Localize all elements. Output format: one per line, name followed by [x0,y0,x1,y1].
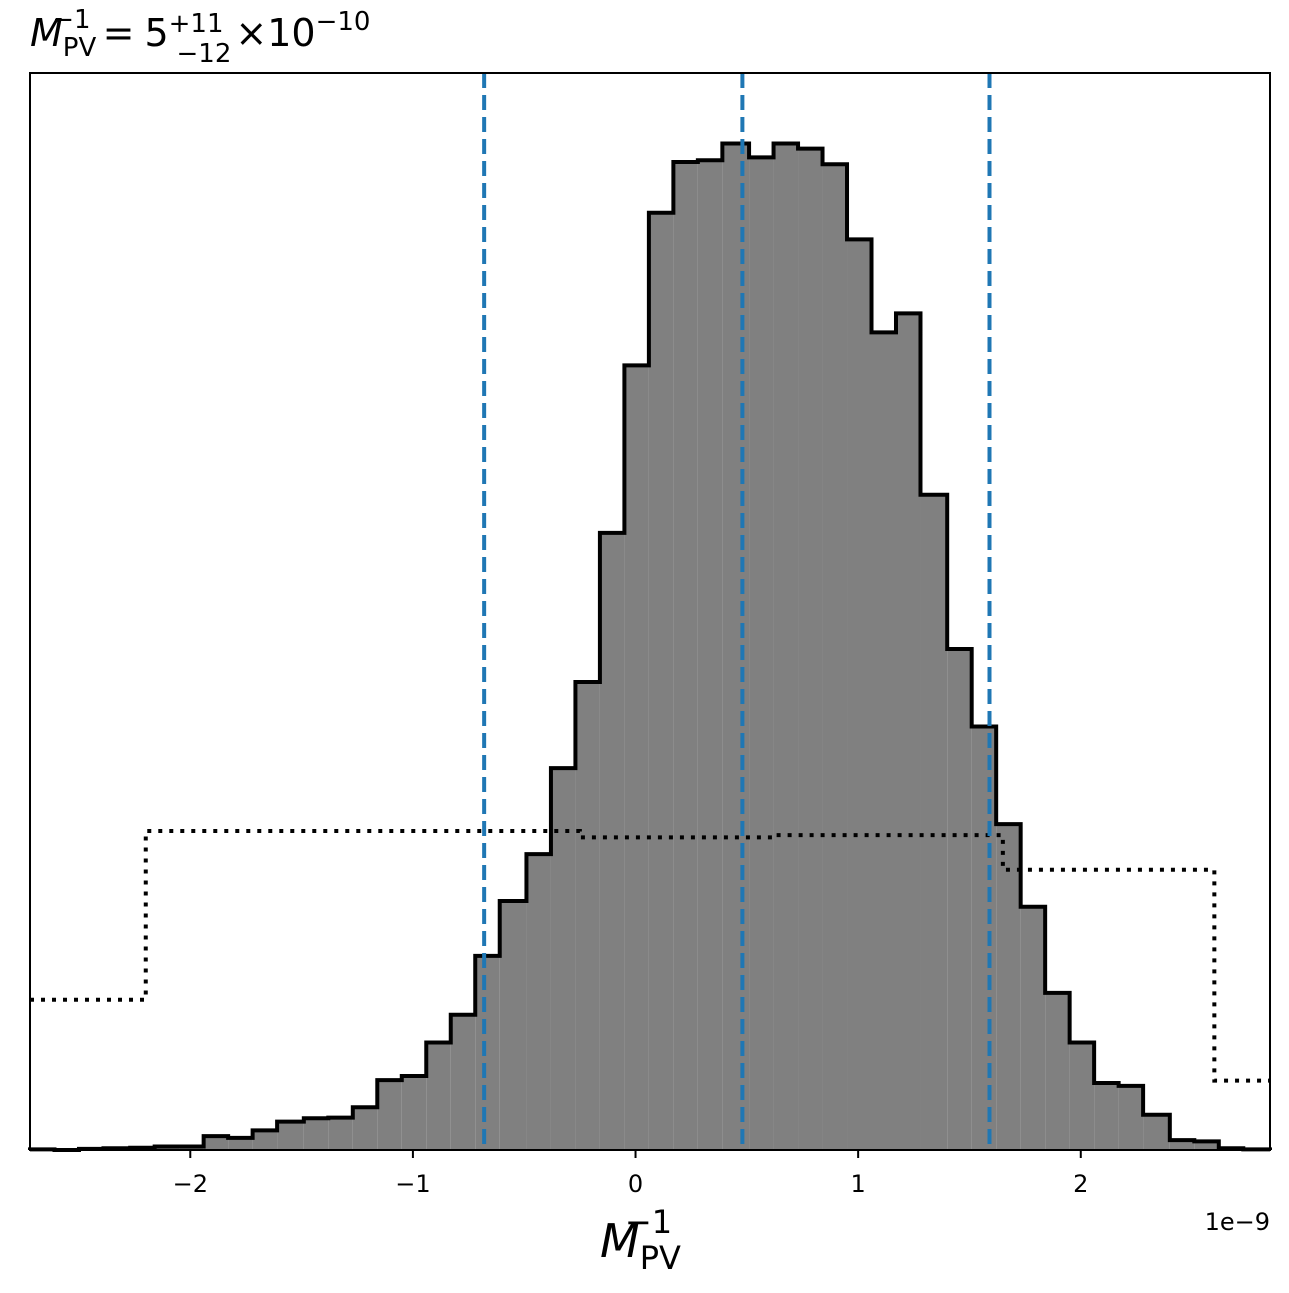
title-err-plus: +11 [169,9,224,39]
x-axis-ticks: −2 −1 0 1 2 [173,1150,1088,1198]
title-var: M [30,11,63,55]
posterior-bar [773,143,799,1150]
posterior-bar [575,681,600,1150]
posterior-bar [475,955,500,1150]
posterior-bar [847,239,872,1150]
posterior-bar [673,161,698,1150]
posterior-bar [303,1118,329,1150]
x-tick-label: 2 [1073,1170,1088,1198]
posterior-bar [996,824,1021,1150]
axes-frame [29,72,1271,1151]
posterior-bar [550,768,576,1150]
x-tick-label: −2 [173,1170,208,1198]
posterior-bar [798,148,823,1151]
title-times: × [235,11,267,55]
title-value: 5 [144,11,168,55]
posterior-bar [648,212,674,1151]
posterior-bars [30,143,1270,1151]
posterior-bar [599,532,625,1150]
posterior-bar [624,365,649,1151]
posterior-bar [749,157,774,1151]
title-exp: −10 [316,7,371,37]
posterior-bar [722,143,750,1150]
posterior-bar [920,494,948,1150]
title-eq: = [103,11,135,55]
xlabel-var: M [600,1214,640,1268]
posterior-bar [1143,1114,1170,1150]
posterior-bar [352,1107,378,1150]
posterior-step-outline [28,141,1272,1152]
title-err-minus: −12 [177,39,232,69]
x-offset-label: 1e−9 [1205,1208,1270,1236]
posterior-bar [499,900,527,1150]
posterior-bar [1069,1042,1095,1150]
posterior-bar [871,332,896,1150]
x-tick-label: −1 [395,1170,430,1198]
posterior-bar [1194,1141,1219,1150]
x-tick-label: 0 [628,1170,643,1198]
posterior-bar [203,1136,229,1150]
posterior-bar [822,164,848,1151]
posterior-bar [228,1137,253,1150]
title-var-sub: PV [63,33,97,63]
posterior-bar [277,1121,304,1150]
title-base: 10 [267,11,315,55]
posterior-bar [895,313,921,1150]
chart-title: MPV−1 = 5+11 −12 ×10−10 [30,5,370,69]
posterior-bar [450,1014,476,1150]
posterior-bar [377,1080,402,1150]
posterior-bar [328,1117,353,1150]
posterior-bar [401,1076,427,1150]
posterior-bar [252,1130,278,1150]
prior-step-line [30,829,1270,1083]
posterior-bar [947,649,972,1150]
posterior-bar [1118,1085,1144,1150]
posterior-bar [697,160,723,1151]
xlabel-sup: −1 [625,1203,672,1241]
posterior-bar [971,726,997,1150]
xlabel-sub: PV [640,1239,681,1277]
x-tick-label: 1 [851,1170,866,1198]
posterior-bar [1045,992,1070,1150]
posterior-bar [1169,1140,1195,1150]
posterior-bar [1094,1082,1119,1150]
x-axis-label: MPV−1 [600,1203,681,1277]
posterior-bar [426,1042,451,1150]
plot-area [28,73,1272,1152]
posterior-bar [1020,906,1046,1150]
posterior-bar [526,854,551,1150]
title-var-sup: −1 [52,5,90,35]
